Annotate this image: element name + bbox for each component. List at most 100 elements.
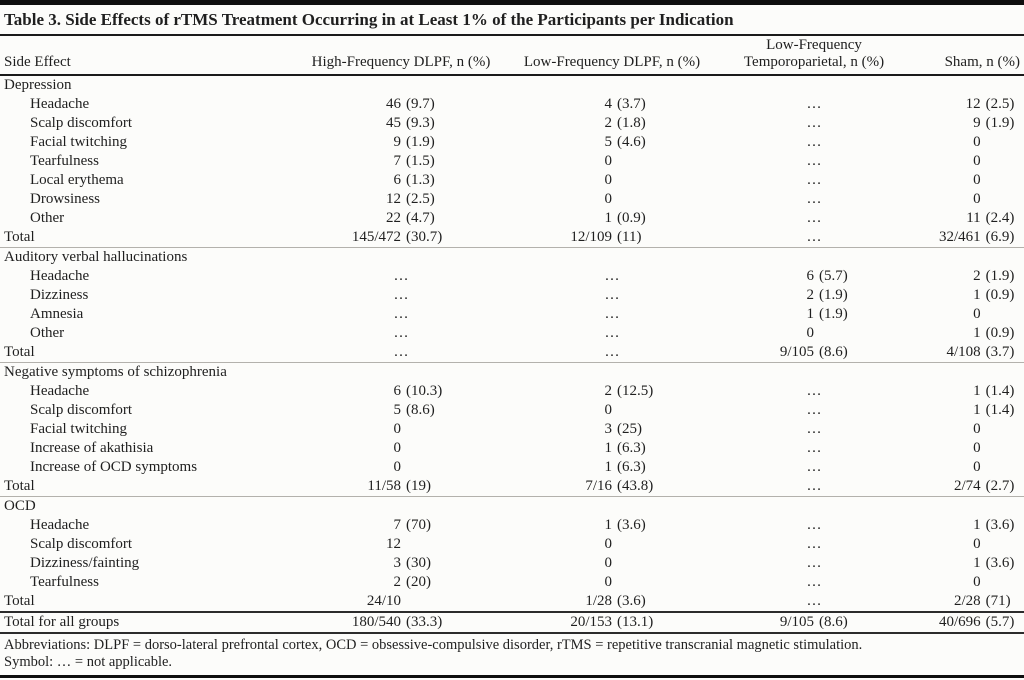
cell-value: … [806,210,822,226]
section-label: Auditory verbal hallucinations [4,249,188,265]
cell-value: … [393,325,409,341]
cell-value: … [806,478,822,494]
cell-percent [612,190,718,209]
cell-value: … [393,287,409,303]
cell-count: 2 [393,574,402,590]
cell-count: 2 [604,115,613,131]
cell-value: 0 [910,458,1024,477]
cell-value: 2/28 (71) [910,592,1024,611]
cell-value: … [393,306,409,322]
grand-total-row: Total for all groups 180/540 (33.3) 20/153 (… [0,613,1024,632]
cell-value: 11 (2.4) [910,209,1024,228]
cell-value: … [604,268,620,284]
cell-count: 0 [393,459,402,475]
cell-count: 46 [386,96,401,112]
cell-count: 0 [973,172,981,188]
cell-percent [981,152,1024,171]
cell-value: 9/105 (8.6) [718,613,910,632]
cell-count: 0 [393,440,402,456]
cell-percent: (43.8) [617,478,654,494]
cell-percent [981,190,1024,209]
cell-value: … [604,344,620,360]
cell-count: 2 [604,383,613,399]
cell-percent: (0.9) [617,210,646,226]
cell-value: … [806,229,822,245]
section-total-row: Total 24/10 1/28 (3.6) … 2/28 (71) [0,592,1024,611]
cell-count: 1 [973,402,981,418]
cell-value: 45 (9.3) [296,114,506,133]
cell-count: 12 [965,96,981,112]
row-label: Headache [30,96,90,112]
cell-count: 1 [604,517,613,533]
cell-count: 1/28 [585,593,612,609]
cell-value: 0 [910,439,1024,458]
section-label: Depression [4,77,72,93]
cell-value: 1 (6.3) [506,439,718,458]
cell-count: 2 [973,268,981,284]
cell-percent: (1.9) [985,115,1015,131]
column-header-sham: Sham, n (%) [944,54,1020,70]
cell-percent [401,439,506,458]
cell-value: … [806,555,822,571]
cell-percent: (8.6) [819,614,848,630]
cell-count: 5 [604,134,613,150]
cell-percent: (3.6) [617,593,646,609]
cell-percent: (1.5) [406,153,435,169]
table-row: Headache…… 6 (5.7) 2 (1.9) [0,267,1024,286]
row-label: Tearfulness [30,574,99,590]
symbol-footnote: Symbol: … = not applicable. [4,654,173,670]
cell-percent [981,573,1024,592]
cell-value: 1/28 (3.6) [506,592,718,611]
cell-count: 3 [393,555,402,571]
table-row: Scalp discomfort 12 0 … 0 [0,535,1024,554]
cell-value: 9 (1.9) [910,114,1024,133]
cell-value: 20/153 (13.1) [506,613,718,632]
row-label: Increase of akathisia [30,440,154,456]
cell-count: 40/696 [939,614,981,630]
cell-value: 0 [506,152,718,171]
cell-value: 0 [506,401,718,420]
row-label: Drowsiness [30,191,100,207]
table-row: Dizziness/fainting 3 (30) 0 … 1 (3.6) [0,554,1024,573]
cell-percent [612,401,718,420]
cell-count: 45 [386,115,401,131]
cell-percent: (1.8) [617,115,646,131]
cell-value: 2 (12.5) [506,382,718,401]
cell-percent [981,133,1024,152]
cell-percent: (33.3) [406,614,443,630]
cell-value: … [604,325,620,341]
cell-percent: (0.9) [985,287,1015,303]
table-row: Increase of OCD symptoms 0 1 (6.3) … 0 [0,458,1024,477]
row-label: Scalp discomfort [30,402,133,418]
cell-value: … [806,536,822,552]
cell-value: 22 (4.7) [296,209,506,228]
cell-value: 2 (1.8) [506,114,718,133]
cell-value: 12 [296,535,506,554]
cell-percent: (5.7) [819,268,848,284]
cell-value: 40/696 (5.7) [910,613,1024,632]
cell-value: 46 (9.7) [296,95,506,114]
row-label: Total [4,344,35,360]
cell-percent: (6.3) [617,440,646,456]
cell-value: 1 (3.6) [506,516,718,535]
cell-count: 11/58 [367,478,401,494]
cell-percent [401,420,506,439]
table-row: Increase of akathisia 0 1 (6.3) … 0 [0,439,1024,458]
cell-count: 1 [604,210,613,226]
cell-value: 9/105 (8.6) [718,343,910,362]
cell-percent [612,554,718,573]
cell-percent: (1.3) [406,172,435,188]
column-header-high-frequency-dlpf: High-Frequency DLPF, n (%) [311,54,491,70]
cell-value: 7 (1.5) [296,152,506,171]
cell-count: 6 [393,172,402,188]
cell-value: 11/58 (19) [296,477,506,496]
cell-value: 0 [910,535,1024,554]
cell-percent [401,458,506,477]
table-row: Facial twitching 0 3 (25) … 0 [0,420,1024,439]
cell-value: 12 (2.5) [910,95,1024,114]
cell-percent: (70) [406,517,431,533]
header-rule [0,74,1024,76]
table-row: Headache 7 (70) 1 (3.6)… 1 (3.6) [0,516,1024,535]
cell-percent: (2.7) [985,478,1015,494]
